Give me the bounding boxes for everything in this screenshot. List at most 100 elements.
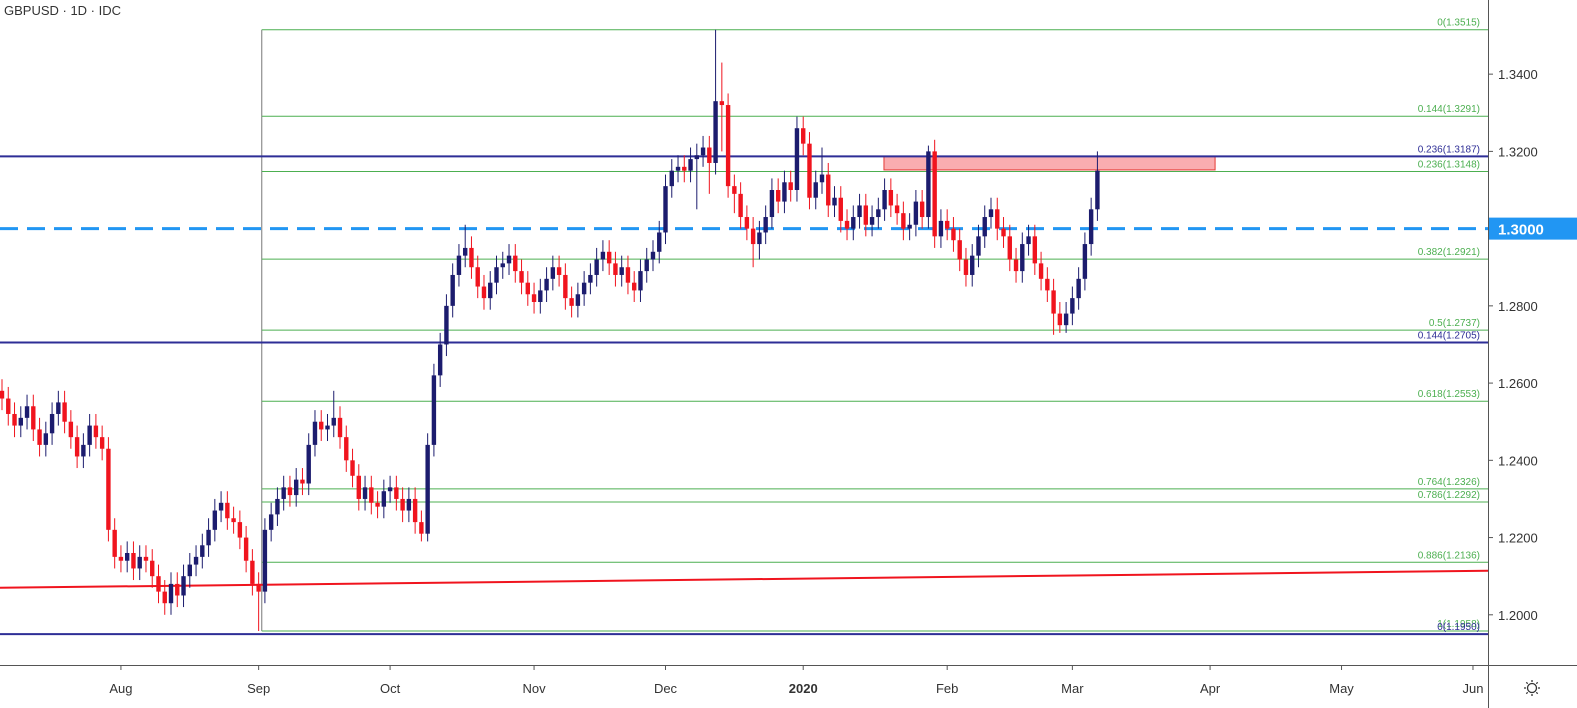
y-tick-label: 1.2800 bbox=[1498, 299, 1538, 314]
candle-body bbox=[187, 564, 192, 577]
candle-body bbox=[231, 518, 236, 523]
candle bbox=[250, 549, 255, 596]
candle-body bbox=[99, 437, 105, 449]
candle bbox=[932, 139, 937, 248]
candle bbox=[6, 386, 11, 426]
gear-ring bbox=[1526, 682, 1538, 694]
candle-body bbox=[713, 101, 718, 163]
candle-body bbox=[243, 537, 249, 561]
candle-body bbox=[469, 247, 474, 268]
candle-body bbox=[675, 166, 681, 171]
candle-body bbox=[481, 286, 487, 299]
candle bbox=[976, 224, 981, 268]
candle-body bbox=[37, 429, 42, 445]
candle-body bbox=[56, 402, 61, 414]
candle-body bbox=[844, 220, 850, 229]
candle-body bbox=[450, 274, 455, 306]
candle bbox=[262, 518, 268, 604]
highlight-label: 1.3000 bbox=[1498, 222, 1544, 239]
candle bbox=[488, 271, 493, 310]
candle-body bbox=[1045, 278, 1050, 291]
candle bbox=[124, 541, 130, 573]
candle-body bbox=[563, 274, 568, 299]
candle-body bbox=[938, 220, 944, 237]
candle-body bbox=[156, 576, 161, 592]
gear-teeth bbox=[1524, 680, 1540, 696]
candle bbox=[206, 518, 211, 557]
y-tick-label: 1.2000 bbox=[1498, 608, 1538, 623]
candle-body bbox=[725, 105, 731, 187]
candle bbox=[306, 433, 311, 496]
y-tick-label: 1.3400 bbox=[1498, 67, 1538, 82]
candle bbox=[18, 406, 23, 438]
candle-body bbox=[394, 487, 399, 499]
candle bbox=[663, 174, 668, 245]
candle bbox=[275, 487, 280, 526]
candle bbox=[1007, 224, 1012, 272]
candle bbox=[1020, 232, 1025, 283]
candle-body bbox=[218, 502, 224, 511]
candle bbox=[869, 205, 875, 237]
candle bbox=[744, 205, 750, 241]
candle bbox=[995, 197, 1000, 241]
candle bbox=[143, 545, 149, 573]
candle-body bbox=[926, 151, 931, 218]
x-tick-label: Feb bbox=[936, 681, 958, 696]
candle bbox=[381, 479, 387, 519]
candle-body bbox=[87, 425, 92, 445]
candle bbox=[613, 251, 618, 287]
candle bbox=[813, 170, 818, 210]
candle-body bbox=[719, 101, 725, 106]
candle bbox=[575, 282, 581, 318]
candle-body bbox=[657, 232, 662, 252]
candle bbox=[775, 178, 781, 214]
candle-body bbox=[988, 209, 994, 218]
candle bbox=[337, 406, 343, 449]
candle-body bbox=[913, 201, 919, 225]
candle-body bbox=[212, 510, 218, 530]
candle-body bbox=[1063, 313, 1069, 326]
candle-body bbox=[1051, 290, 1056, 314]
candle bbox=[12, 402, 17, 438]
candle bbox=[700, 135, 706, 167]
candle bbox=[187, 553, 192, 588]
candle-body bbox=[1088, 209, 1094, 245]
candle bbox=[362, 475, 368, 511]
candle-body bbox=[788, 182, 793, 190]
candle-body bbox=[337, 417, 343, 438]
candle-body bbox=[1001, 228, 1006, 237]
candle bbox=[650, 240, 656, 272]
candle bbox=[387, 475, 393, 503]
candle bbox=[556, 255, 562, 287]
candle-body bbox=[707, 147, 712, 163]
candle-body bbox=[694, 155, 700, 160]
x-tick-label: Dec bbox=[654, 681, 678, 696]
candle-body bbox=[581, 282, 587, 295]
candle bbox=[118, 545, 124, 573]
candle bbox=[475, 255, 480, 299]
x-tick-label: Sep bbox=[247, 681, 270, 696]
settings-icon[interactable] bbox=[1524, 680, 1540, 696]
candle-body bbox=[775, 190, 781, 202]
candle bbox=[926, 145, 931, 229]
candle-body bbox=[1070, 298, 1075, 314]
candle-body bbox=[475, 267, 480, 287]
candle bbox=[513, 244, 518, 283]
candle bbox=[550, 255, 556, 291]
candle-body bbox=[456, 255, 462, 275]
candle bbox=[400, 487, 405, 523]
x-tick-label: 2020 bbox=[789, 681, 818, 696]
candle bbox=[481, 274, 487, 310]
fib-label: 0.144(1.3291) bbox=[1418, 104, 1480, 115]
candle bbox=[1070, 286, 1075, 326]
candle-body bbox=[463, 247, 468, 256]
candle bbox=[1013, 247, 1019, 283]
fib2-label: 0.236(1.3187) bbox=[1418, 144, 1480, 155]
candle-body bbox=[995, 209, 1000, 229]
candle bbox=[237, 510, 243, 550]
candle bbox=[412, 487, 418, 534]
candle-body bbox=[356, 475, 361, 499]
candle-body bbox=[1032, 236, 1038, 264]
candle bbox=[675, 155, 681, 183]
candle bbox=[682, 155, 687, 183]
